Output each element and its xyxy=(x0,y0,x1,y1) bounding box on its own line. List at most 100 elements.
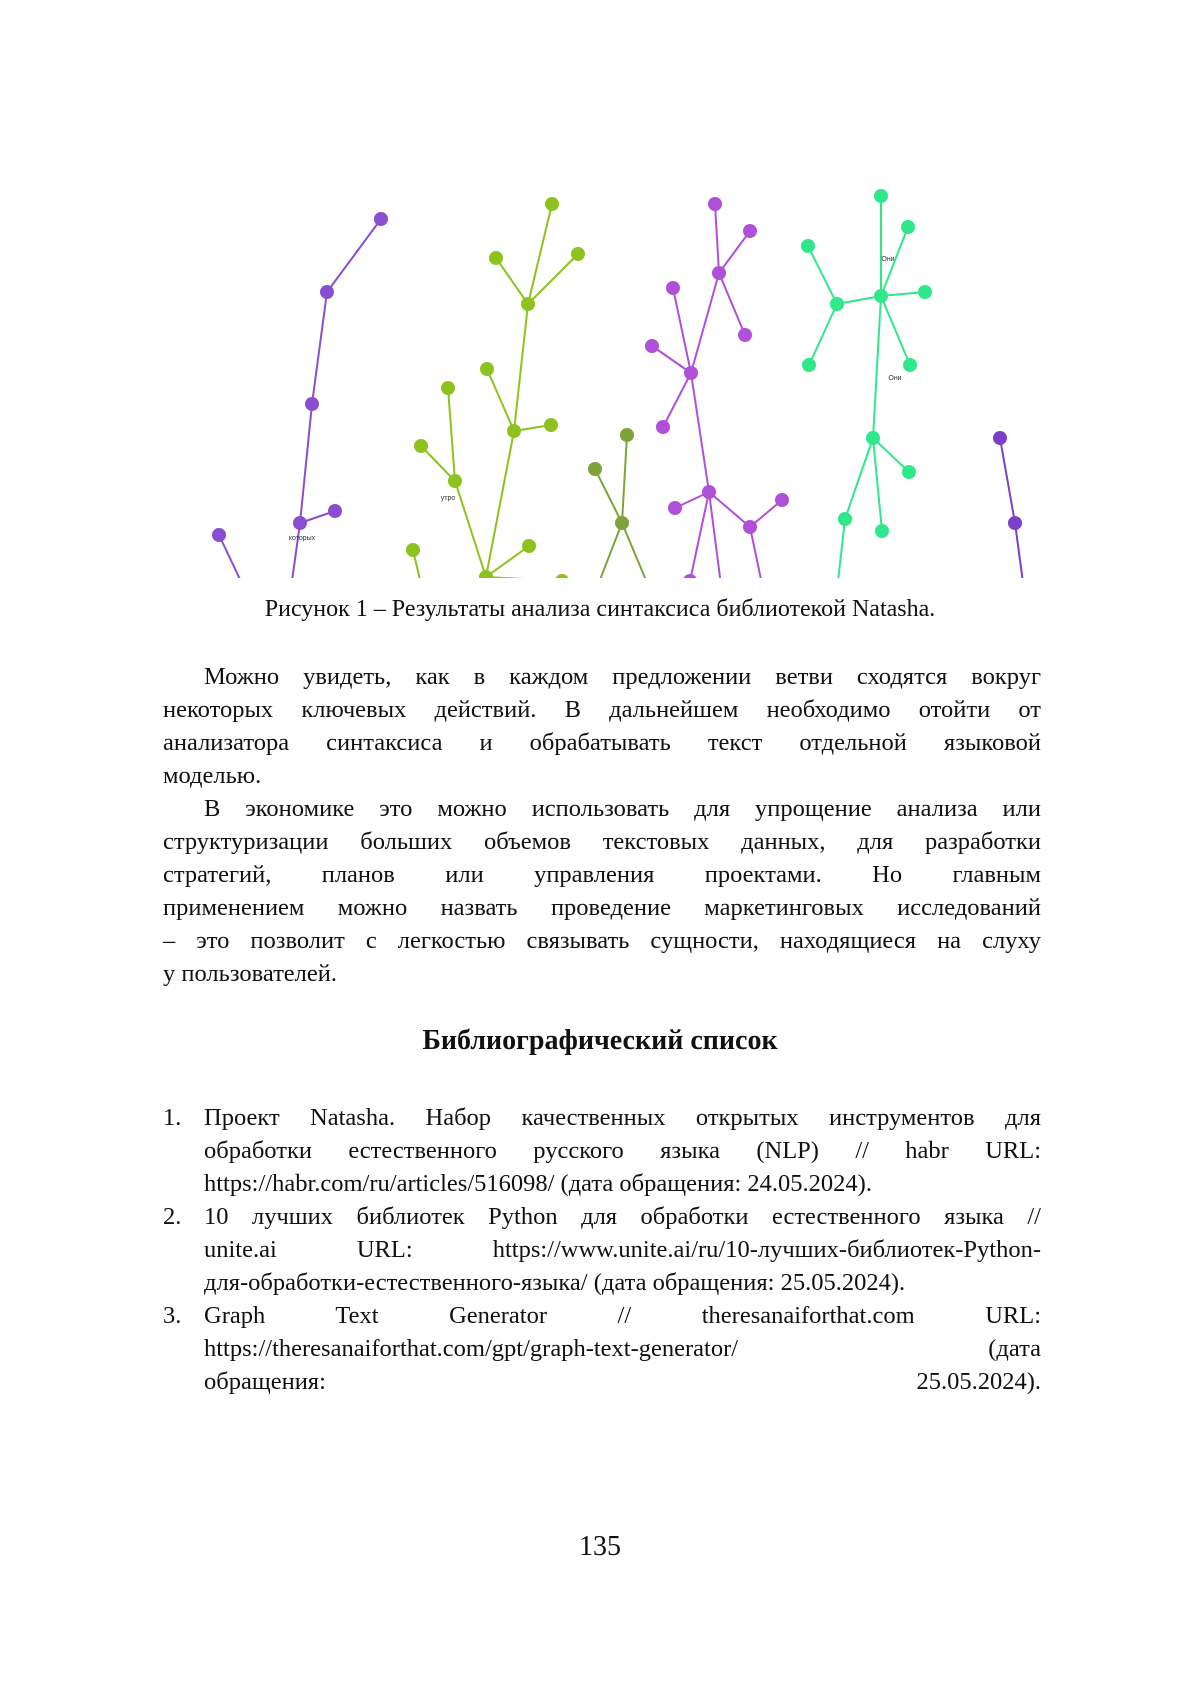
item-number: 2. xyxy=(163,1200,181,1233)
graph-edge xyxy=(873,438,909,472)
graph-node xyxy=(320,285,334,299)
graph-node xyxy=(555,574,569,578)
graph-node xyxy=(801,239,815,253)
graph-node xyxy=(1008,516,1022,530)
graph-node xyxy=(838,512,852,526)
graph-edge xyxy=(663,373,691,427)
graph-node xyxy=(902,465,916,479)
graph-edge xyxy=(432,577,486,578)
graph-node xyxy=(656,420,670,434)
graph-node xyxy=(374,212,388,226)
graph-node xyxy=(522,539,536,553)
graph-node xyxy=(708,197,722,211)
bib-line: https://theresanaiforthat.com/gpt/graph-… xyxy=(204,1332,1041,1365)
graph-node xyxy=(918,285,932,299)
graph-node xyxy=(702,485,716,499)
graph-edge xyxy=(691,373,709,492)
paragraph-line: Можно увидеть, как в каждом предложении … xyxy=(204,660,1041,693)
page-number: 135 xyxy=(0,1531,1200,1563)
bib-line: Проект Natasha. Набор качественных откры… xyxy=(204,1101,1041,1134)
graph-node xyxy=(571,247,585,261)
graph-edge xyxy=(327,219,381,292)
graph-node xyxy=(480,362,494,376)
graph-edge xyxy=(750,527,767,578)
paragraph-line: применением можно назвать проведение мар… xyxy=(163,891,1041,924)
graph-node xyxy=(479,570,493,578)
graph-node xyxy=(544,418,558,432)
graph-edge xyxy=(312,292,327,404)
graph-node xyxy=(738,328,752,342)
graph-edge xyxy=(300,404,312,523)
graph-edge xyxy=(809,304,837,365)
graph-edge xyxy=(719,273,745,335)
syntax-graph: смотретькоторыекоторыхутропредлагаютведь… xyxy=(202,169,1030,578)
graph-edge xyxy=(715,204,719,273)
graph-node xyxy=(615,516,629,530)
graph-node xyxy=(588,462,602,476)
graph-edge xyxy=(486,546,529,577)
graph-edge xyxy=(448,388,455,481)
syntax-graph-figure: смотретькоторыекоторыхутропредлагаютведь… xyxy=(202,169,1030,578)
graph-edge xyxy=(219,535,246,578)
graph-node xyxy=(293,516,307,530)
graph-edge xyxy=(873,296,881,438)
graph-edge xyxy=(595,469,622,523)
graph-edge xyxy=(496,258,528,304)
graph-node xyxy=(305,397,319,411)
paragraph-line: стратегий, планов или управления проекта… xyxy=(163,858,1041,891)
graph-node xyxy=(645,339,659,353)
paragraph-line: моделью. xyxy=(163,759,1041,792)
graph-node xyxy=(743,224,757,238)
graph-node xyxy=(875,524,889,538)
graph-edge xyxy=(873,438,882,531)
paragraph-line: у пользователей. xyxy=(163,957,1041,990)
paragraph-line: – это позволит с легкостью связывать сущ… xyxy=(163,924,1041,957)
bib-line: обработки естественного русского языка (… xyxy=(204,1134,1041,1167)
graph-node xyxy=(684,366,698,380)
graph-edge xyxy=(421,446,455,481)
graph-edge xyxy=(709,492,750,527)
graph-node xyxy=(406,543,420,557)
graph-edge xyxy=(528,254,578,304)
graph-node xyxy=(874,189,888,203)
graph-edge xyxy=(691,273,719,373)
node-label: Они xyxy=(888,375,901,382)
paragraph-line: В экономике это можно использовать для у… xyxy=(204,792,1041,825)
graph-node xyxy=(489,251,503,265)
item-number: 1. xyxy=(163,1101,181,1134)
graph-edge xyxy=(455,481,486,577)
graph-edge xyxy=(528,204,552,304)
graph-node xyxy=(866,431,880,445)
node-label: Они xyxy=(881,256,894,263)
graph-node xyxy=(743,520,757,534)
graph-node xyxy=(775,493,789,507)
graph-edge xyxy=(281,523,300,578)
bib-line: обращения: 25.05.2024). xyxy=(204,1365,1041,1398)
graph-edge xyxy=(881,296,910,365)
graph-edge xyxy=(709,492,721,578)
graph-node xyxy=(212,528,226,542)
bib-line: Graph Text Generator // theresanaifortha… xyxy=(204,1299,1041,1332)
graph-node xyxy=(414,439,428,453)
graph-node xyxy=(903,358,917,372)
graph-node xyxy=(448,474,462,488)
graph-node xyxy=(620,428,634,442)
graph-node xyxy=(668,501,682,515)
graph-edge xyxy=(622,523,648,578)
paragraph-line: анализатора синтаксиса и обрабатывать те… xyxy=(163,726,1041,759)
graph-node xyxy=(521,297,535,311)
graph-node xyxy=(441,381,455,395)
bibliography-title: Библиографический список xyxy=(0,1025,1200,1057)
graph-node xyxy=(901,220,915,234)
paragraph-line: некоторых ключевых действий. В дальнейше… xyxy=(163,693,1041,726)
bib-line: для-обработки-естественного-языка/ (дата… xyxy=(204,1266,1041,1299)
graph-edge xyxy=(1000,438,1015,523)
graph-node xyxy=(874,289,888,303)
graph-edge xyxy=(622,435,627,523)
graph-node xyxy=(507,424,521,438)
graph-node xyxy=(683,574,697,578)
graph-edge xyxy=(598,523,622,578)
graph-node xyxy=(830,297,844,311)
graph-node xyxy=(545,197,559,211)
node-label: которых xyxy=(289,535,316,542)
